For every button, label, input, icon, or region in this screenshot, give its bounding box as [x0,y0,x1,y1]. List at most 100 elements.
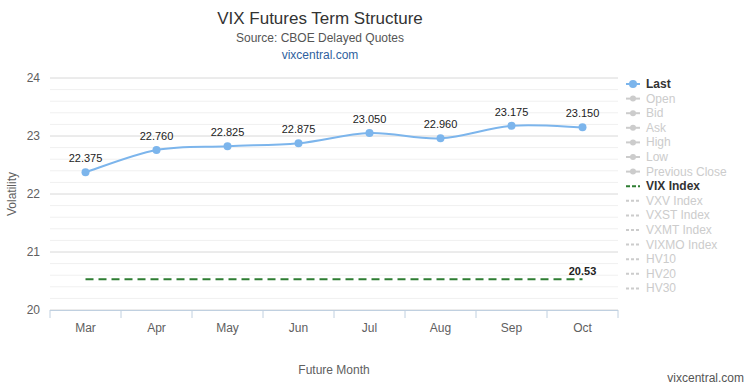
x-tick [476,310,477,318]
x-tick-label: Jun [289,321,308,335]
legend-symbol-marker [630,139,636,145]
x-tick [405,310,406,318]
data-point [437,134,445,142]
legend-symbol-line [626,229,640,231]
data-point [295,139,303,147]
minor-grid-line [50,275,618,276]
data-point [508,122,516,130]
legend-item: High [626,135,671,149]
x-tick [618,310,619,318]
chart: VIX Futures Term Structure Source: CBOE D… [0,0,750,388]
legend-label: High [646,135,671,149]
x-tick-label: Oct [573,321,592,335]
legend-label: VXV Index [646,194,703,208]
legend-label: HV20 [646,267,676,281]
x-tick-label: Sep [501,321,523,335]
y-tick-label: 23 [27,129,41,143]
x-tick [334,310,335,318]
legend-label: VIXMO Index [646,238,717,252]
legend-label: Bid [646,106,663,120]
data-label: 22.375 [69,152,103,164]
minor-grid-line [50,147,618,148]
minor-grid-line [50,240,618,241]
grid-line [50,194,618,195]
legend-symbol-line [626,244,640,246]
minor-grid-line [50,112,618,113]
legend-label: HV30 [646,281,676,295]
data-label: 22.760 [140,130,174,142]
minor-grid-line [50,170,618,171]
legend-item: VIXMO Index [626,238,717,252]
legend-label: Low [646,150,668,164]
legend-item: HV10 [626,252,676,266]
plot-area [82,122,587,279]
grid-line [50,78,618,79]
legend-item: VXMT Index [626,223,712,237]
minor-grid-line [50,182,618,183]
subtitle: Source: CBOE Delayed Quotes [236,31,404,45]
legend-symbol-marker [629,80,637,88]
minor-grid-line [50,263,618,264]
data-label: 23.150 [566,107,600,119]
x-tick-label: Apr [147,321,166,335]
minor-grid-line [50,217,618,218]
x-tick-label: Aug [430,321,451,335]
x-tick [50,310,51,318]
legend-label: Last [646,77,671,91]
legend-label: HV10 [646,252,676,266]
legend-item: Last [626,77,671,91]
legend-label: VXMT Index [646,223,712,237]
legend-symbol-line [626,214,640,216]
legend-item: Ask [626,121,667,135]
legend-symbol-line [626,185,640,187]
data-label: 22.825 [211,126,245,138]
y-tick-label: 20 [27,303,41,317]
grid-line [50,136,618,137]
data-point [224,142,232,150]
grid-line [50,252,618,253]
vix-index-line [86,278,583,280]
legend-label: Open [646,92,675,106]
minor-grid-line [50,205,618,206]
credit: vixcentral.com [667,371,744,385]
x-tick-label: May [216,321,239,335]
x-axis-title: Future Month [298,363,369,377]
minor-grid-line [50,159,618,160]
minor-grid-line [50,286,618,287]
data-point [366,129,374,137]
data-label: 23.175 [495,106,529,118]
title: VIX Futures Term Structure [217,9,423,28]
x-tick [263,310,264,318]
data-point [153,146,161,154]
data-point [579,123,587,131]
y-tick-label: 24 [27,71,41,85]
y-tick-label: 21 [27,245,41,259]
data-label: 22.960 [424,118,458,130]
legend-symbol-line [626,200,640,202]
data-point [82,168,90,176]
legend-item: Open [626,92,675,106]
legend-symbol-marker [630,154,636,160]
minor-grid-line [50,228,618,229]
data-label: 22.875 [282,123,316,135]
x-tick-label: Mar [75,321,96,335]
legend-symbol-marker [630,125,636,131]
legend-item: Bid [626,106,663,120]
legend-item: HV30 [626,281,676,295]
x-tick [121,310,122,318]
y-tick-label: 22 [27,187,41,201]
legend-item: VXV Index [626,194,703,208]
vix-index-label: 20.53 [569,265,597,277]
x-tick-label: Jul [362,321,377,335]
minor-grid-line [50,89,618,90]
data-label: 23.050 [353,113,387,125]
legend-label: VXST Index [646,208,710,222]
legend-symbol-marker [630,169,636,175]
legend-symbol-line [626,273,640,275]
source-link: vixcentral.com [282,48,359,62]
minor-grid-line [50,298,618,299]
x-tick [192,310,193,318]
legend-symbol-marker [630,110,636,116]
legend-item: HV20 [626,267,676,281]
series-line [86,125,583,172]
